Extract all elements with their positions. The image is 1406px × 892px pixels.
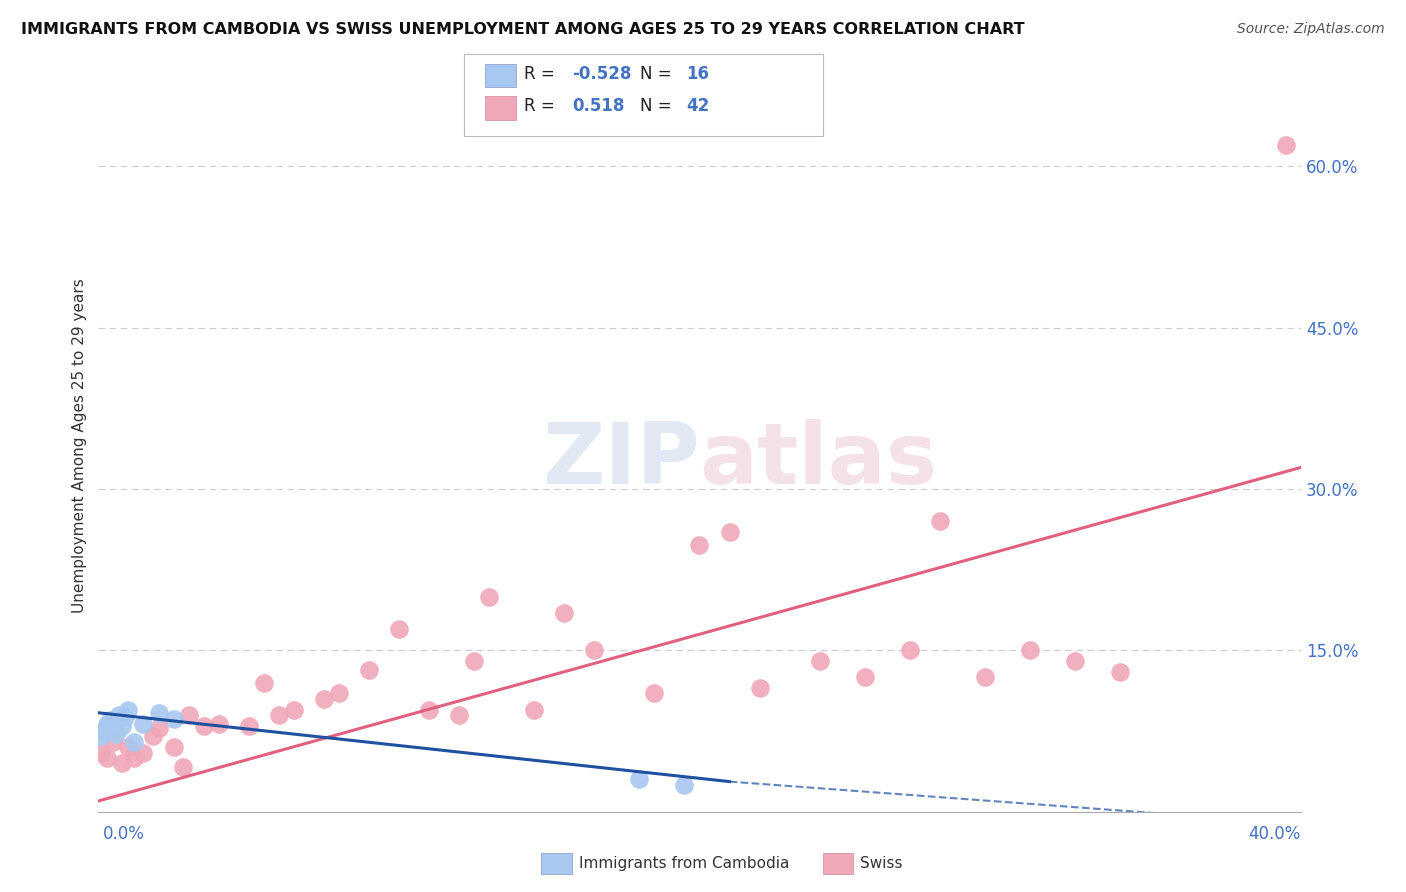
Point	[105, 727, 128, 741]
Point	[148, 721, 170, 735]
Point	[253, 675, 276, 690]
Point	[90, 730, 112, 744]
Point	[111, 719, 134, 733]
Point	[172, 759, 194, 773]
Point	[974, 670, 997, 684]
Point	[100, 714, 122, 728]
Point	[853, 670, 876, 684]
Point	[929, 514, 952, 528]
Point	[689, 538, 711, 552]
Point	[148, 706, 170, 720]
Point	[162, 712, 184, 726]
Point	[117, 702, 139, 716]
Point	[447, 707, 470, 722]
Point	[553, 606, 575, 620]
Text: N =: N =	[640, 65, 671, 83]
Point	[90, 746, 112, 760]
Point	[103, 721, 125, 735]
Text: Source: ZipAtlas.com: Source: ZipAtlas.com	[1237, 22, 1385, 37]
Point	[898, 643, 921, 657]
Point	[748, 681, 770, 695]
Point	[114, 710, 136, 724]
Point	[718, 524, 741, 539]
Text: ZIP: ZIP	[541, 419, 700, 502]
Point	[162, 740, 184, 755]
Point	[388, 622, 411, 636]
Point	[108, 707, 131, 722]
Text: 40.0%: 40.0%	[1249, 825, 1301, 843]
Point	[93, 724, 115, 739]
Text: Immigrants from Cambodia: Immigrants from Cambodia	[579, 856, 790, 871]
Point	[628, 772, 651, 787]
Text: N =: N =	[640, 97, 671, 115]
Point	[193, 719, 215, 733]
Text: R =: R =	[524, 65, 555, 83]
Point	[111, 756, 134, 771]
Point	[267, 707, 290, 722]
Point	[124, 751, 146, 765]
Point	[132, 716, 155, 731]
Point	[1109, 665, 1132, 679]
Point	[808, 654, 831, 668]
Point	[583, 643, 606, 657]
Point	[238, 719, 260, 733]
Point	[1064, 654, 1087, 668]
Point	[523, 702, 546, 716]
Point	[357, 663, 380, 677]
Text: Swiss: Swiss	[860, 856, 903, 871]
Point	[96, 716, 118, 731]
Point	[177, 707, 200, 722]
Text: 42: 42	[686, 97, 710, 115]
Point	[117, 740, 139, 755]
Point	[103, 735, 125, 749]
Point	[124, 735, 146, 749]
Text: -0.528: -0.528	[572, 65, 631, 83]
Text: IMMIGRANTS FROM CAMBODIA VS SWISS UNEMPLOYMENT AMONG AGES 25 TO 29 YEARS CORRELA: IMMIGRANTS FROM CAMBODIA VS SWISS UNEMPL…	[21, 22, 1025, 37]
Text: atlas: atlas	[700, 419, 938, 502]
Point	[283, 702, 305, 716]
Point	[328, 686, 350, 700]
Point	[1274, 137, 1296, 152]
Point	[312, 691, 335, 706]
Point	[463, 654, 485, 668]
Point	[1019, 643, 1042, 657]
Point	[208, 716, 231, 731]
Point	[418, 702, 440, 716]
Point	[478, 590, 501, 604]
Text: 0.0%: 0.0%	[103, 825, 145, 843]
Point	[141, 730, 163, 744]
Point	[673, 778, 696, 792]
Point	[643, 686, 665, 700]
Point	[96, 751, 118, 765]
Point	[132, 746, 155, 760]
Text: R =: R =	[524, 97, 555, 115]
Text: 16: 16	[686, 65, 709, 83]
Y-axis label: Unemployment Among Ages 25 to 29 years: Unemployment Among Ages 25 to 29 years	[72, 278, 87, 614]
Text: 0.518: 0.518	[572, 97, 624, 115]
